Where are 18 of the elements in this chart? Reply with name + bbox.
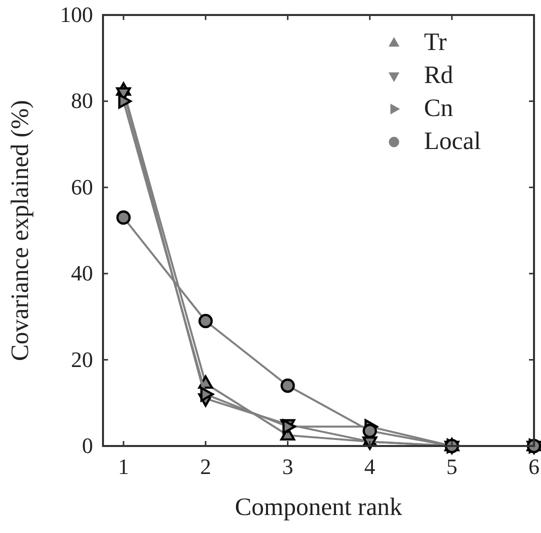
x-tick-label: 6 (528, 454, 540, 479)
y-tick-label: 100 (60, 2, 93, 27)
x-axis-title: Component rank (234, 494, 403, 521)
x-tick-label: 4 (364, 454, 376, 479)
y-tick-label: 0 (82, 433, 93, 458)
y-tick-label: 20 (71, 346, 93, 372)
legend-label: Cn (424, 95, 454, 122)
x-tick-label: 5 (446, 454, 458, 479)
x-tick-label: 1 (118, 454, 130, 479)
y-tick-label: 80 (71, 88, 93, 114)
y-axis-title: Covariance explained (%) (7, 100, 34, 361)
legend-label: Tr (424, 29, 448, 56)
y-tick-label: 40 (71, 260, 93, 286)
legend-label: Local (424, 128, 481, 155)
x-tick-label: 3 (282, 454, 294, 479)
y-tick-label: 60 (71, 174, 93, 200)
x-tick-label: 2 (200, 454, 212, 479)
legend-label: Rd (424, 62, 454, 89)
